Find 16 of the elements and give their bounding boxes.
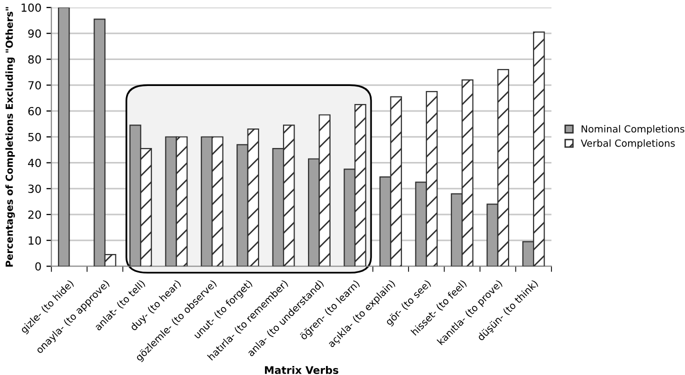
y-tick-label: 80 bbox=[28, 55, 41, 64]
y-tick-label: 20 bbox=[28, 210, 41, 219]
y-tick-label: 60 bbox=[28, 106, 41, 116]
y-tick-label: 90 bbox=[28, 29, 41, 38]
y-tick-label: 30 bbox=[28, 184, 41, 194]
legend-label: Nominal Completions bbox=[582, 125, 684, 134]
y-tick-label: 100 bbox=[22, 3, 41, 12]
y-tick-label: 10 bbox=[28, 236, 41, 245]
y-tick-label: 70 bbox=[28, 81, 41, 90]
y-tick-label: 40 bbox=[28, 158, 41, 168]
bar bbox=[58, 8, 70, 266]
y-tick-label: 50 bbox=[28, 132, 41, 142]
y-tick-label: 0 bbox=[35, 262, 41, 271]
legend-label: Verbal Completions bbox=[580, 139, 675, 149]
y-axis-title: Percentages of Completions Excluding "Others" bbox=[5, 7, 15, 267]
x-axis-title: Matrix Verbs bbox=[264, 366, 338, 374]
